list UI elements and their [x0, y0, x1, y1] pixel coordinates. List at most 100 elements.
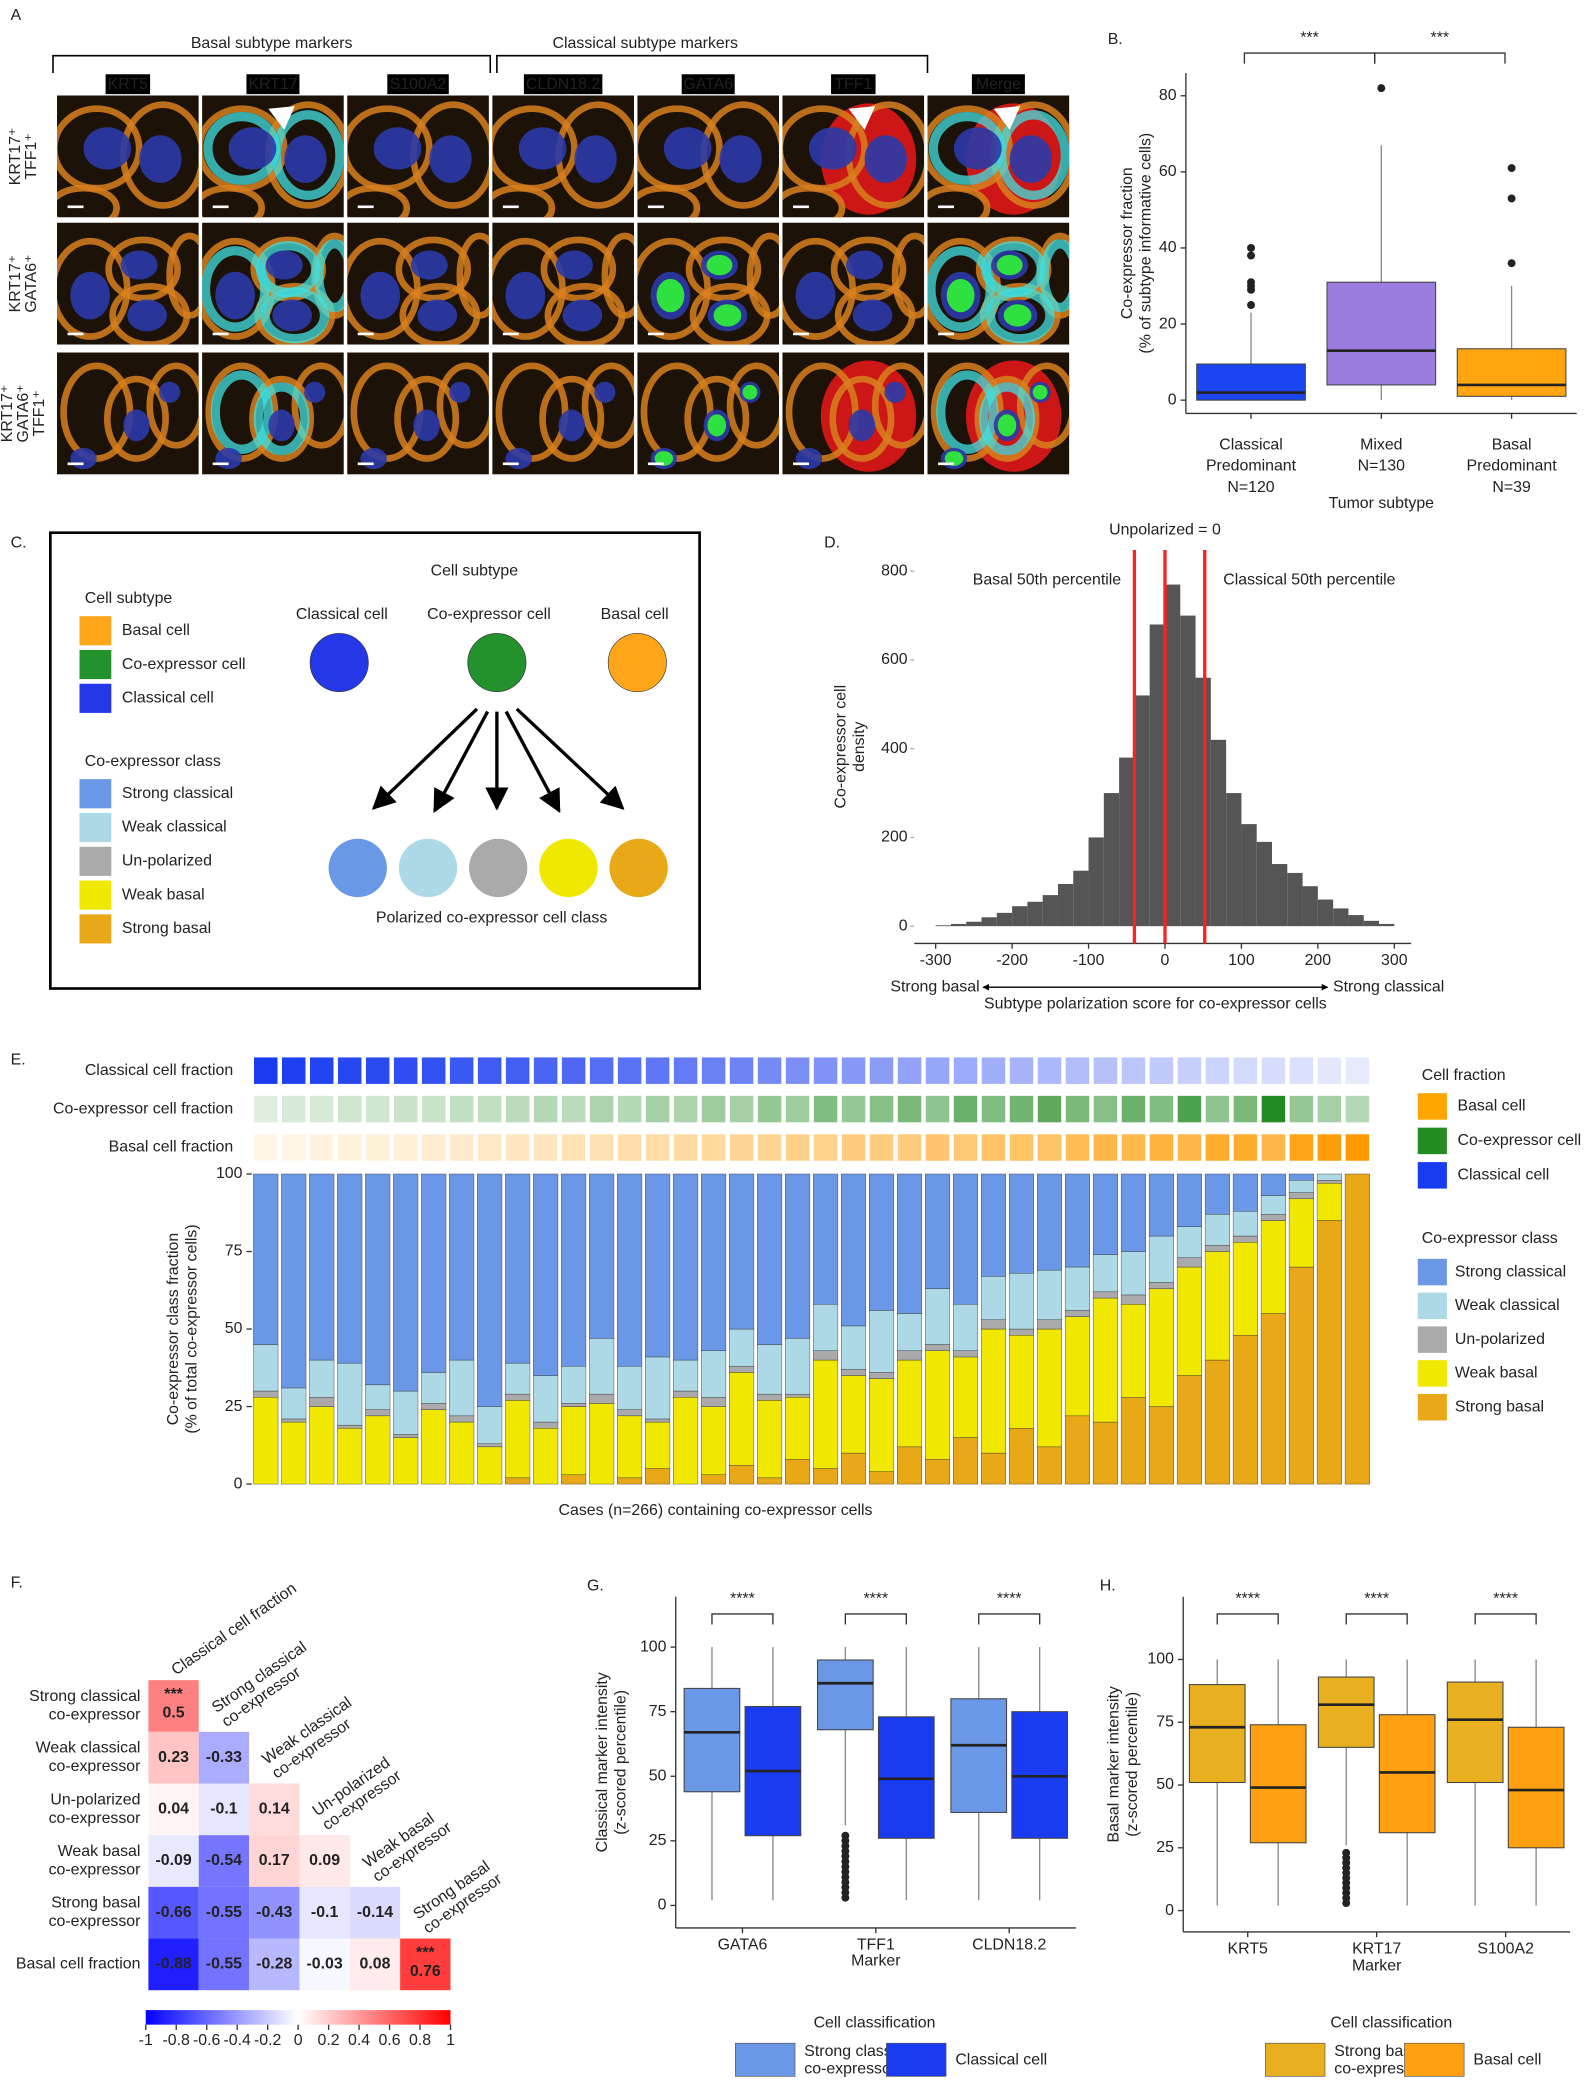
gata6-signal	[656, 278, 685, 313]
heatmap-cell	[349, 1938, 401, 1991]
bar-segment	[869, 1471, 895, 1485]
y-tick-label: 25	[1156, 1839, 1174, 1856]
colorbar-tick-label: -0.2	[254, 2032, 282, 2049]
cell-value: -0.54	[206, 1852, 242, 1869]
y-tick-label: 40	[1159, 239, 1177, 256]
fraction-cell	[869, 1095, 894, 1123]
x-tick-label: Predominant	[1206, 458, 1297, 475]
bar-segment	[1092, 1173, 1118, 1255]
histogram-bar	[1256, 841, 1272, 927]
heatmap-cell	[148, 1886, 199, 1939]
nucleus	[304, 381, 326, 403]
bar-segment	[952, 1356, 979, 1438]
y-tick-label: 50	[1156, 1776, 1174, 1793]
colorbar-tick-label: 1	[446, 2032, 455, 2049]
group-label: Classical subtype markers	[553, 35, 739, 52]
nucleus	[846, 250, 884, 280]
colorbar-tick-label: -0.6	[193, 2032, 221, 2049]
krt17-signal	[314, 239, 344, 313]
bar-segment	[869, 1378, 895, 1472]
y-axis-label-line: Co-expressor cell	[833, 685, 850, 809]
nucleus	[139, 135, 182, 183]
x-tick-label: Predominant	[1467, 458, 1558, 475]
histogram-bar	[1317, 899, 1334, 927]
fraction-cell	[1121, 1057, 1146, 1084]
fraction-cell	[1121, 1134, 1146, 1161]
cell-membrane	[436, 362, 489, 449]
bar-segment	[1064, 1316, 1090, 1417]
bar-segment	[421, 1409, 447, 1485]
bar-segment	[533, 1428, 559, 1485]
fraction-cell	[1149, 1095, 1174, 1123]
box	[1507, 1726, 1565, 1849]
gata6-signal	[707, 414, 727, 437]
strip-label: Classical cell fraction	[85, 1062, 233, 1079]
cell-value: -0.43	[256, 1904, 292, 1921]
bar-segment	[477, 1173, 503, 1407]
significance-bracket	[1345, 1613, 1408, 1625]
y-axis-label-line: Co-expressor fraction	[1119, 167, 1136, 319]
panel-label: D.	[824, 535, 840, 552]
bar-segment	[1316, 1173, 1342, 1181]
outlier	[1507, 259, 1516, 268]
legend-swatch	[886, 2042, 947, 2077]
legend-title: Co-expressor class	[85, 753, 221, 770]
fraction-cell	[561, 1057, 586, 1084]
nucleus	[719, 135, 762, 183]
cell-membrane	[146, 362, 199, 449]
bar-segment	[393, 1434, 419, 1438]
fraction-cell	[421, 1134, 446, 1161]
nucleus	[848, 409, 876, 442]
bar-segment	[1148, 1235, 1174, 1283]
heatmap-cell	[299, 1938, 350, 1991]
nucleus	[360, 271, 401, 320]
bar-segment	[869, 1173, 895, 1311]
axis-end-label: Strong basal	[890, 978, 979, 995]
cell-membrane	[104, 375, 169, 462]
micrograph	[202, 222, 344, 345]
bar-segment	[309, 1406, 335, 1485]
x-axis-label: Marker	[851, 1952, 901, 1969]
histogram-bar	[1042, 895, 1058, 927]
bar-segment	[1008, 1328, 1035, 1336]
gata6-signal	[997, 414, 1017, 437]
fraction-cell	[281, 1095, 306, 1123]
panel-label: H.	[1100, 1577, 1116, 1594]
fraction-cell	[925, 1134, 950, 1161]
bar-segment	[757, 1393, 783, 1401]
fraction-cell	[981, 1095, 1006, 1123]
bar-segment	[505, 1362, 531, 1395]
cell-value: 0.23	[158, 1749, 189, 1766]
bar-segment	[897, 1173, 923, 1314]
significance-label: ***	[416, 1944, 435, 1961]
significance-label: ****	[863, 1591, 888, 1608]
histogram-bar	[1164, 584, 1181, 927]
fraction-cell	[1177, 1057, 1202, 1084]
cell-value: 0.76	[410, 1963, 441, 1980]
y-tick-label: 800	[881, 562, 908, 579]
bar-segment	[897, 1350, 923, 1361]
bar-segment	[757, 1477, 783, 1485]
marker-header-box	[681, 74, 735, 95]
axis-end-label: Strong classical	[1333, 978, 1444, 995]
subtype-node	[309, 633, 369, 693]
fraction-cell	[645, 1057, 670, 1084]
y-axis-label: Classical marker intensity (z-scored perc…	[594, 1672, 630, 1852]
bar-segment	[785, 1338, 811, 1395]
bar-segment	[673, 1359, 699, 1392]
krt17-signal	[271, 110, 344, 200]
y-axis-label: Co-expressor class fraction (% of total c…	[165, 1224, 201, 1433]
fraction-cell	[393, 1134, 418, 1161]
krt17-signal	[202, 246, 270, 332]
subtype-node	[467, 633, 527, 693]
heatmap-cell	[198, 1938, 250, 1991]
histogram-bar	[1088, 837, 1104, 927]
bar-segment	[1260, 1214, 1286, 1221]
legend-swatch	[1265, 2042, 1326, 2077]
diagram-arrows	[371, 707, 625, 814]
bar-segment	[1344, 1173, 1370, 1485]
y-tick-label: 0	[234, 1475, 243, 1492]
cell-membrane	[871, 362, 925, 449]
heatmap-cell	[198, 1835, 250, 1887]
fraction-cell	[953, 1057, 978, 1084]
